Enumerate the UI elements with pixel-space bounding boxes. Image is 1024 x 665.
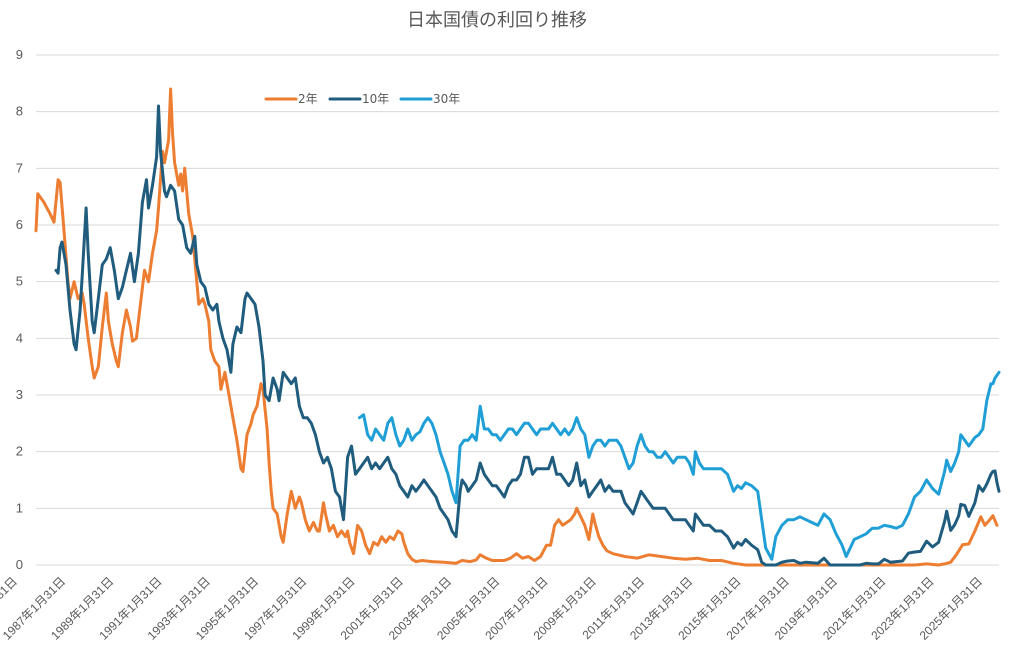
y-tick-label: 7: [16, 160, 23, 175]
legend-label-0: 2年: [298, 92, 318, 106]
y-tick-label: 0: [16, 557, 23, 572]
legend-label-1: 10年: [362, 92, 389, 106]
chart-title: 日本国債の利回り推移: [407, 10, 587, 31]
legend: 2年 10年 30年: [264, 92, 460, 106]
series-line-1: [54, 104, 1001, 567]
y-tick-label: 2: [16, 444, 23, 459]
y-tick-label: 1: [16, 500, 23, 515]
y-tick-label: 3: [16, 387, 23, 402]
y-tick-label: 9: [16, 47, 23, 62]
y-tick-label: 6: [16, 217, 23, 232]
plot-area: [34, 87, 1001, 567]
legend-label-2: 30年: [433, 92, 460, 106]
y-axis: 0 1 2 3 4 5 6 7 8 9: [16, 47, 23, 572]
gridlines: [36, 54, 999, 566]
series-line-2: [358, 370, 1001, 561]
y-tick-label: 5: [16, 274, 23, 289]
series-line-0: [34, 87, 999, 567]
y-tick-label: 8: [16, 104, 23, 119]
y-tick-label: 4: [16, 330, 23, 345]
